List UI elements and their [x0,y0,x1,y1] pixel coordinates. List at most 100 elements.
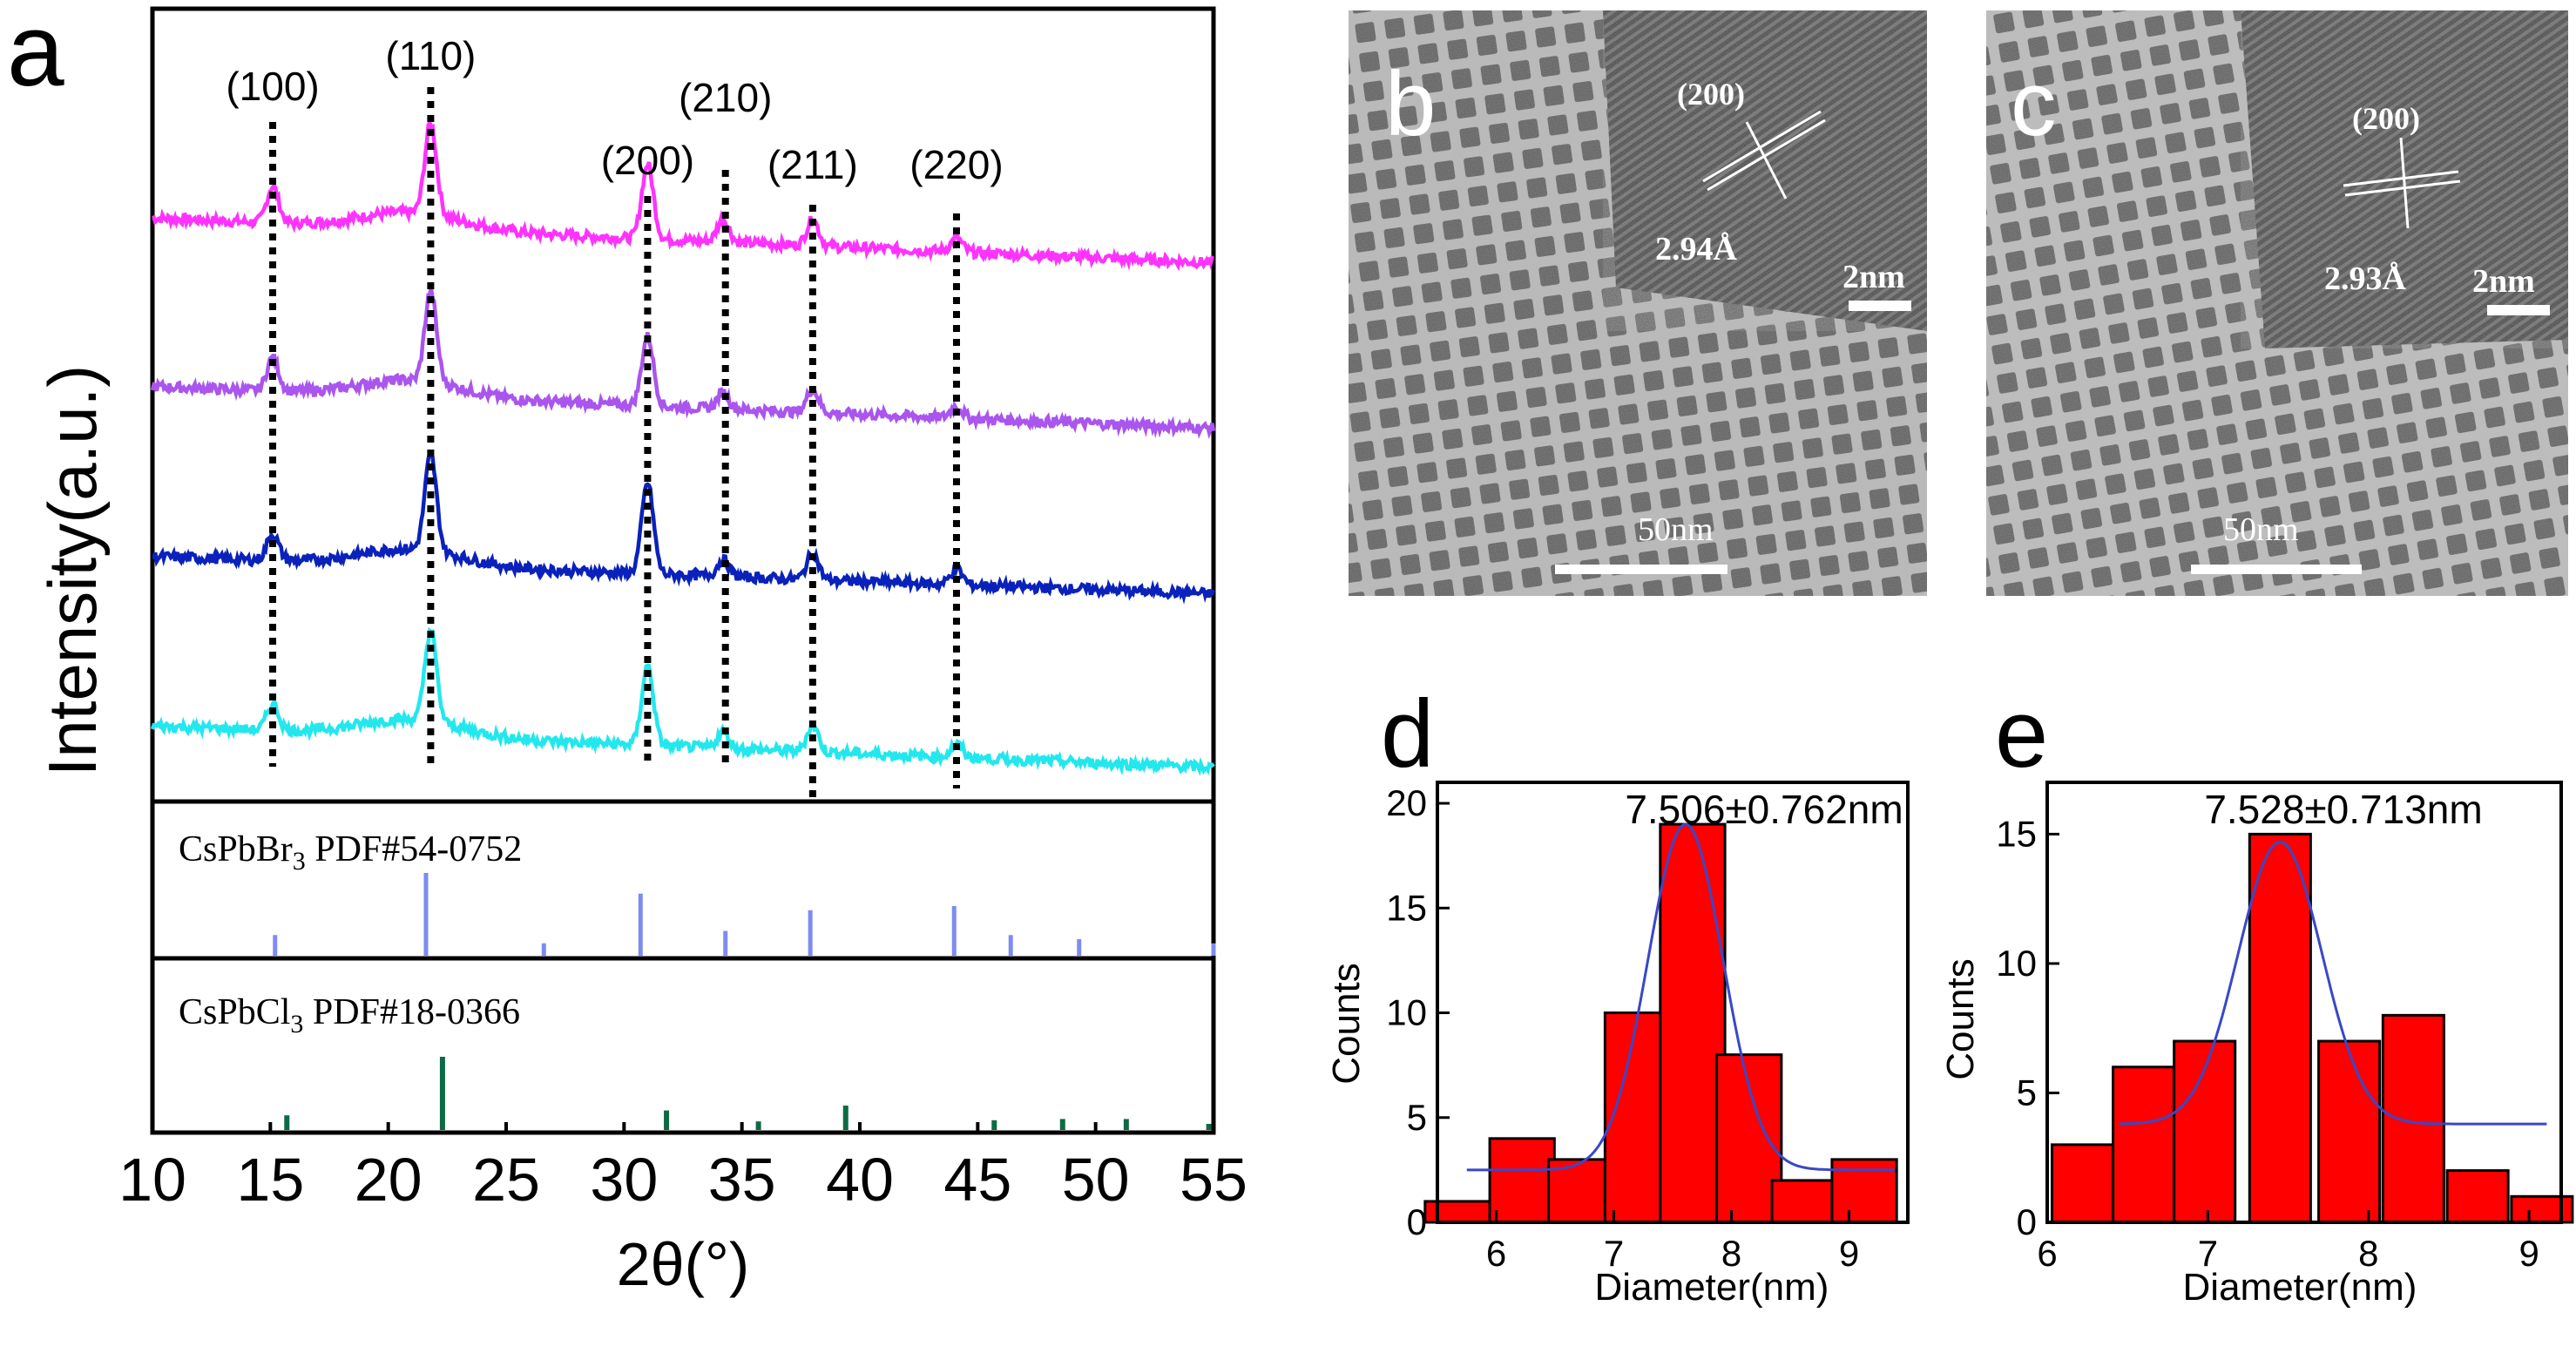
x-tick-label: 6 [1486,1233,1506,1274]
y-tick-label: 10 [1386,992,1427,1033]
x-tick-label: 8 [1721,1233,1741,1274]
scale-bar-inset-c [2487,305,2550,315]
x-tick-label: 15 [236,1146,304,1214]
x-tick-label: 20 [355,1146,423,1214]
x-tick-label: 7 [1604,1233,1624,1274]
plot-d-ylabel: Counts [1325,963,1368,1084]
scale-bar-main-c [2191,565,2362,574]
x-tick-label: 7 [2198,1233,2218,1274]
panel-label-b: b [1385,53,1436,155]
histogram-d-bars [1423,822,1898,1224]
histogram-bar [2051,1143,2115,1224]
plot-d-xlabel: Diameter(nm) [1595,1266,1829,1309]
lattice-cross-b [1745,121,1788,200]
histogram-e-bars [2051,832,2574,1224]
histogram-bar [1423,1200,1491,1224]
reflection-label: (211) [767,142,858,187]
scale-main-b: 50nm [1638,511,1714,548]
plot-a-ref1-frame [150,799,1216,961]
axes-e: 6 7 8 9 0 5 10 15 [1996,781,2563,1274]
x-tick-label: 50 [1062,1146,1130,1214]
panel-label-c: c [2011,53,2057,155]
lattice-label-c: (200) [2352,101,2420,136]
xrd-series-2 [150,287,1216,440]
x-tick-label: 55 [1180,1146,1247,1214]
reflection-label: (100) [226,64,319,109]
panel-label-d: d [1381,680,1434,788]
y-tick-label: 20 [1386,782,1427,823]
x-tick-label: 35 [708,1146,776,1214]
xrd-series-3 [152,450,1216,605]
histogram-bar [2248,832,2312,1224]
x-tick-label: 9 [2519,1233,2539,1274]
y-axis-label: Intensity(a.u.) [34,365,111,777]
plot-e-xlabel: Diameter(nm) [2183,1266,2417,1309]
y-tick-label: 15 [1996,813,2037,854]
histogram-bar [1488,1137,1556,1224]
y-tick-label: 5 [1407,1097,1427,1138]
plot-e-title: 7.528±0.713nm [2204,787,2482,832]
lattice-line-c1 [2343,170,2459,187]
x-tick-label: 6 [2037,1233,2057,1274]
histogram-bar [2317,1039,2382,1224]
plot-frame [1436,781,1910,1224]
scale-inset-c: 2nm [2472,263,2535,300]
y-tick-label: 15 [1386,887,1427,928]
x-tick-label: 40 [826,1146,894,1214]
ref2-label: CsPbCl3 PDF#18-0366 [179,992,520,1038]
lattice-line-b2 [1707,118,1826,192]
reflection-label: (110) [385,33,476,78]
xrd-series-4 [150,626,1215,776]
axes-d: 6 7 8 9 0 5 10 15 20 [1386,781,1910,1274]
x-tick-label: 25 [472,1146,540,1214]
y-tick-label: 0 [1407,1201,1427,1242]
panel-b-tem: b (200) 2.94Å 2nm 50nm [1349,10,1927,596]
y-tick-label: 5 [2017,1072,2037,1113]
ref1-label: CsPbBr3 PDF#54-0752 [179,829,522,876]
scale-inset-b: 2nm [1842,259,1905,295]
plot-e-ylabel: Counts [1939,958,1982,1079]
plot-d-title: 7.506±0.762nm [1625,787,1903,832]
panel-a-xrd: a (100) (110) (200) (210) (211) (220) CsPbBr3… [7,0,1247,1298]
plot-frame [2045,781,2563,1224]
x-axis-label: 2θ(°) [617,1230,749,1298]
x-tick-label: 30 [590,1146,658,1214]
histogram-bar [1770,1179,1838,1224]
lattice-line-c2 [2344,179,2461,197]
x-tick-label: 8 [2358,1233,2378,1274]
reflection-label: (200) [601,138,694,183]
lattice-label-b: (200) [1677,77,1745,112]
panel-c-tem: c (200) 2.93Å 2nm 50nm [1986,10,2568,596]
histogram-bar [1603,1011,1672,1224]
histogram-bar [2112,1065,2176,1224]
histogram-bar [1659,822,1727,1224]
reference-sticks [273,873,1216,1130]
x-axis-ticks: 10 15 20 25 30 35 40 45 50 55 [118,1122,1247,1214]
gaussian-fit-e [2120,840,2547,1126]
x-tick-label: 45 [943,1146,1011,1214]
y-tick-label: 0 [2017,1201,2037,1242]
xrd-patterns [150,118,1216,776]
panel-label-e: e [1995,680,2048,788]
scale-main-c: 50nm [2223,511,2299,548]
lattice-line-b1 [1702,110,1822,183]
histogram-bar [2381,1013,2445,1224]
reflection-label: (220) [909,142,1003,187]
reflection-markers: (100) (110) (200) (210) (211) (220) [226,33,1004,797]
scale-bar-inset-b [1849,301,1911,311]
y-tick-label: 10 [1996,943,2037,984]
histogram-bar [2445,1169,2510,1224]
scale-bar-main-b [1555,565,1727,574]
histogram-bar [2510,1194,2574,1224]
reflection-label: (210) [679,75,772,120]
d-spacing-b: 2.94Å [1655,231,1738,267]
x-tick-label: 9 [1839,1233,1859,1274]
tem-b-hrtem-grain [1603,10,1927,331]
panel-d-histogram: d 6 7 8 9 0 5 10 15 20 7.506±0.762nm Diameter(nm… [1325,680,1910,1309]
xrd-series-1 [152,118,1215,272]
plot-a-ref2-frame [150,956,1216,1135]
lattice-cross-c [2399,137,2410,229]
gaussian-fit-d [1466,822,1896,1172]
